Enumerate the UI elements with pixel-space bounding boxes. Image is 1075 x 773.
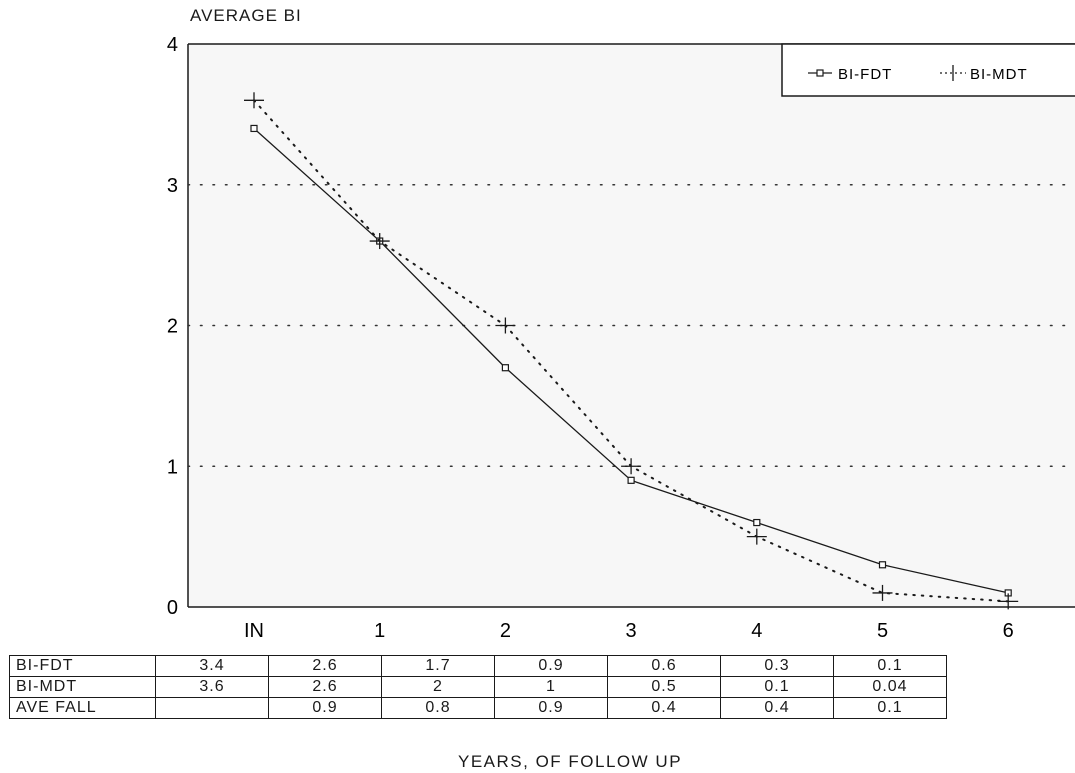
data-point-bi-mdt [872, 584, 893, 601]
y-axis-title: AVERAGE BI [190, 6, 302, 25]
y-tick-label: 4 [167, 34, 178, 56]
plot-background [188, 44, 1075, 607]
x-tick-label: 3 [626, 620, 637, 642]
legend: BI-FDT BI-MDT [781, 43, 1075, 97]
table-cell: 0.9 [494, 697, 608, 719]
table-cell: 1 [494, 676, 608, 698]
row-header: BI-FDT [9, 655, 156, 677]
row-header: AVE FALL [9, 697, 156, 719]
table-row: AVE FALL 0.9 0.8 0.9 0.4 0.4 0.1 [9, 697, 947, 719]
data-point-bi-mdt [495, 317, 516, 334]
table-cell: 2 [381, 676, 495, 698]
data-point-bi-fdt [627, 476, 635, 484]
table-cell [155, 697, 269, 719]
row-header: BI-MDT [9, 676, 156, 698]
table-cell: 2.6 [268, 655, 382, 677]
y-tick-label: 3 [167, 175, 178, 197]
table-cell: 3.6 [155, 676, 269, 698]
x-tick-label: 5 [877, 620, 888, 642]
data-point-bi-mdt [998, 593, 1019, 610]
table-cell: 1.7 [381, 655, 495, 677]
data-point-bi-mdt [746, 528, 767, 545]
x-axis-title: YEARS, OF FOLLOW UP [458, 752, 683, 771]
table-cell: 0.1 [720, 676, 834, 698]
table-cell: 2.6 [268, 676, 382, 698]
table-cell: 0.9 [494, 655, 608, 677]
table-cell: 0.1 [833, 655, 947, 677]
table-cell: 0.6 [607, 655, 721, 677]
y-tick-label: 1 [167, 456, 178, 478]
table-cell: 0.3 [720, 655, 834, 677]
table-cell: 3.4 [155, 655, 269, 677]
legend-label-bi-fdt: BI-FDT [838, 66, 892, 83]
table-cell: 0.4 [720, 697, 834, 719]
data-point-bi-fdt [250, 124, 258, 133]
data-point-bi-fdt [753, 518, 761, 527]
x-tick-label: 4 [751, 620, 762, 642]
data-point-bi-fdt [501, 364, 509, 372]
x-tick-label: 1 [374, 620, 385, 642]
table-cell: 0.1 [833, 697, 947, 719]
plot-area: 0 1 2 3 4 IN 1 2 3 4 5 6 BI-FDT BI-MDT [167, 34, 1075, 642]
y-tick-label: 2 [167, 316, 178, 338]
table-row: BI-FDT 3.4 2.6 1.7 0.9 0.6 0.3 0.1 [9, 655, 947, 677]
table-cell: 0.4 [607, 697, 721, 719]
table-cell: 0.5 [607, 676, 721, 698]
data-point-bi-fdt [878, 561, 887, 569]
data-point-bi-mdt [621, 458, 642, 475]
data-table: BI-FDT 3.4 2.6 1.7 0.9 0.6 0.3 0.1 BI-MD… [9, 655, 947, 719]
x-tick-label: IN [244, 620, 264, 642]
legend-marker-bi-fdt [816, 69, 824, 77]
x-tick-label: 6 [1003, 620, 1014, 642]
data-point-bi-mdt [244, 92, 264, 109]
legend-label-bi-mdt: BI-MDT [970, 66, 1028, 83]
table-row: BI-MDT 3.6 2.6 2 1 0.5 0.1 0.04 [9, 676, 947, 698]
y-tick-label: 0 [167, 597, 178, 619]
table-cell: 0.04 [833, 676, 947, 698]
table-cell: 0.9 [268, 697, 382, 719]
legend-box [781, 43, 1075, 97]
data-point-bi-mdt [369, 233, 390, 250]
table-cell: 0.8 [381, 697, 495, 719]
x-tick-label: 2 [500, 620, 511, 642]
